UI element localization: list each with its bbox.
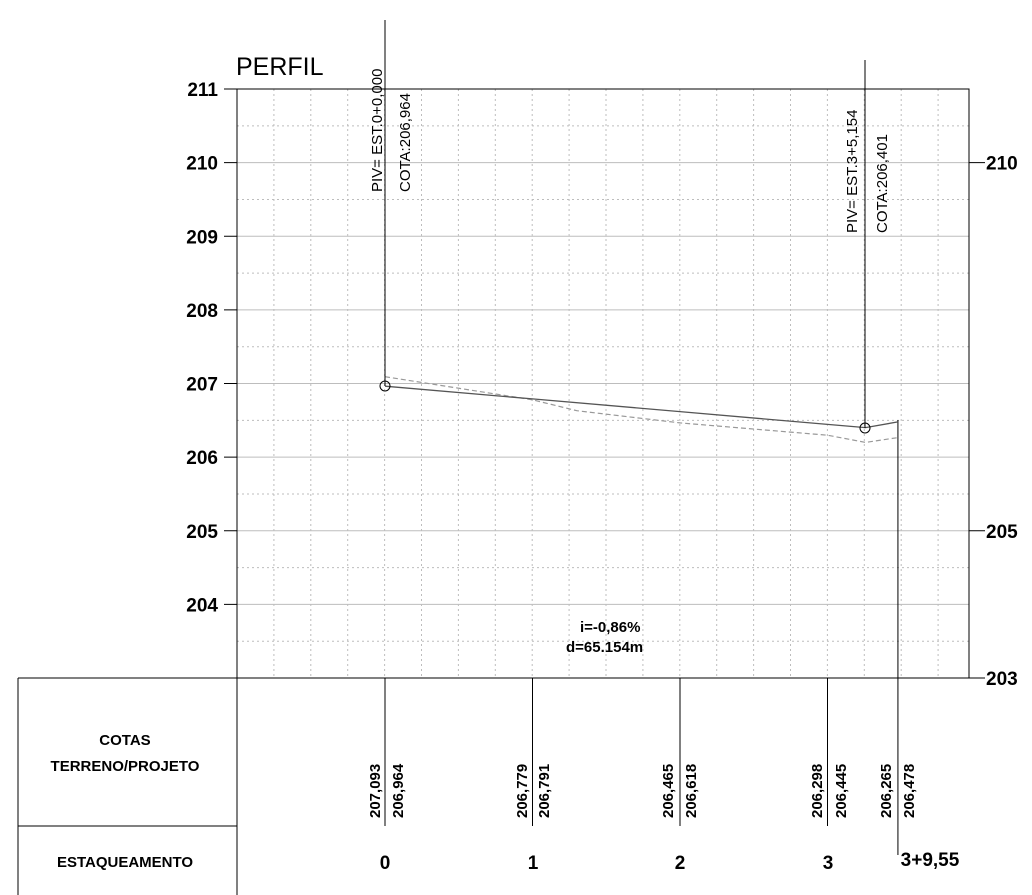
cota-projeto-4: 206,478 <box>901 764 918 818</box>
grid <box>237 88 969 679</box>
piv-marker-1 <box>859 422 871 434</box>
project-line <box>384 385 899 429</box>
row-label-cotas: COTAS <box>99 732 150 749</box>
piv-cota-0: COTA:206,964 <box>397 93 414 192</box>
y-tick-label-left: 208 <box>186 301 218 322</box>
cota-projeto-2: 206,618 <box>683 764 700 818</box>
station-2: 2 <box>675 853 686 874</box>
cota-terreno-0: 207,093 <box>367 764 384 818</box>
cota-projeto-0: 206,964 <box>390 763 407 818</box>
row-label-estaqueamento: ESTAQUEAMENTO <box>57 854 193 871</box>
row-label-terreno-projeto: TERRENO/PROJETO <box>51 758 200 775</box>
cota-values: 207,093 206,964 206,779 206,791 206,465 … <box>367 763 918 818</box>
y-tick-label-left: 204 <box>186 595 218 616</box>
piv-marker-0 <box>379 380 391 392</box>
y-tick-label-left: 210 <box>186 154 218 175</box>
station-1: 1 <box>528 853 539 874</box>
station-3: 3 <box>823 853 834 874</box>
piv-markers: PIV= EST.0+0,000 COTA:206,964 PIV= EST.3… <box>369 20 891 434</box>
cota-terreno-4: 206,265 <box>878 764 895 818</box>
station-labels: 0 1 2 3 3+9,55 <box>380 850 960 874</box>
y-axis-left: 211 210 209 208 207 206 205 204 <box>186 80 237 616</box>
station-end: 3+9,55 <box>901 850 960 871</box>
cota-projeto-3: 206,445 <box>833 764 850 818</box>
page-title: PERFIL <box>236 53 324 81</box>
y-tick-label-left: 207 <box>186 375 218 396</box>
y-tick-label-left: 206 <box>186 448 218 469</box>
y-tick-label-left: 211 <box>187 80 218 101</box>
y-axis-right: 210 205 203 <box>969 154 1018 690</box>
cota-terreno-1: 206,779 <box>514 764 531 818</box>
piv-label-0: PIV= EST.0+0,000 <box>369 69 386 192</box>
y-tick-label-left: 209 <box>186 227 218 248</box>
terrain-line <box>384 376 898 444</box>
cota-terreno-2: 206,465 <box>660 764 677 818</box>
profile-series <box>384 376 899 444</box>
y-tick-label-right: 203 <box>986 669 1018 690</box>
cota-projeto-1: 206,791 <box>536 764 553 818</box>
y-tick-label-right: 205 <box>986 522 1018 543</box>
grade-slope: i=-0,86% <box>580 619 640 636</box>
cota-terreno-3: 206,298 <box>809 764 826 818</box>
station-0: 0 <box>380 853 391 874</box>
y-tick-label-right: 210 <box>986 154 1018 175</box>
station-lines <box>384 420 899 855</box>
piv-cota-1: COTA:206,401 <box>874 134 891 233</box>
grade-distance: d=65.154m <box>566 639 643 656</box>
piv-label-1: PIV= EST.3+5,154 <box>844 110 861 233</box>
y-tick-label-left: 205 <box>186 522 218 543</box>
